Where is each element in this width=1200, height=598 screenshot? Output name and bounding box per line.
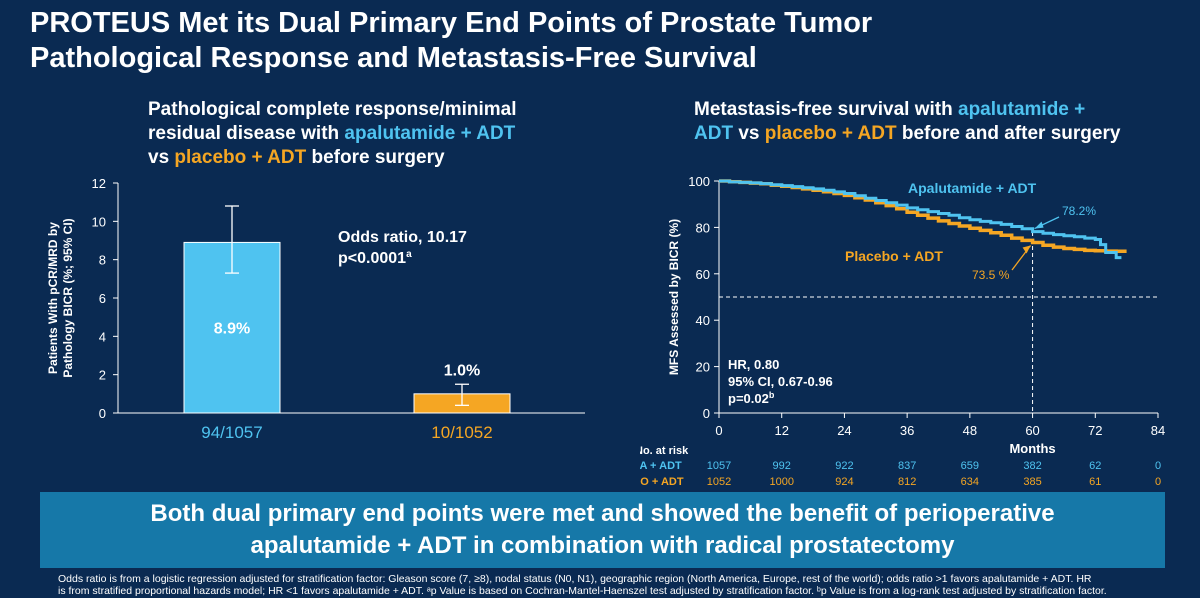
bar-y-tick-label: 12: [92, 176, 106, 191]
at-risk-count: 992: [773, 460, 791, 472]
bar-subtitle-text: before surgery: [306, 147, 445, 168]
odds-ratio-pvalue: p<0.0001a: [338, 249, 412, 267]
bar-subtitle-line1: Pathological complete response/minimal: [148, 99, 517, 120]
km-subtitle-line1: Metastasis-free survival with apalutamid…: [694, 98, 1120, 122]
bar-chart-subtitle: Pathological complete response/minimal r…: [148, 98, 517, 170]
at-risk-count: 659: [961, 460, 979, 472]
km-subtitle-text: Metastasis-free survival with: [694, 99, 958, 120]
footnote-line2: is from stratified proportional hazards …: [58, 585, 1107, 597]
bar-y-tick-label: 0: [99, 406, 106, 421]
km-y-tick-label: 40: [696, 313, 710, 328]
banner-line2: apalutamide + ADT in combination with ra…: [250, 532, 955, 559]
apa-survival-curve: [719, 179, 1122, 260]
bar-category-label: 94/1057: [201, 423, 262, 442]
km-y-tick-label: 60: [696, 267, 710, 282]
at-risk-count: 1052: [707, 476, 731, 488]
footnote: Odds ratio is from a logistic regression…: [58, 573, 1198, 597]
at-risk-count: 812: [898, 476, 916, 488]
at-risk-count: 634: [961, 476, 979, 488]
km-hr-label: HR, 0.80: [728, 357, 779, 372]
at-risk-count: 922: [835, 460, 853, 472]
km-apa-value-arrowhead: [1034, 221, 1044, 229]
at-risk-count: 1000: [769, 476, 793, 488]
km-x-tick-label: 60: [1025, 423, 1039, 438]
km-subtitle-text: vs: [733, 123, 765, 144]
bar-subtitle-pbo: placebo + ADT: [174, 147, 307, 168]
km-x-tick-label: 12: [774, 423, 788, 438]
km-pvalue-label: p=0.02b: [728, 390, 775, 406]
banner-line1: Both dual primary end points were met an…: [150, 500, 1055, 527]
at-risk-row-label: APA + ADT: [640, 460, 682, 472]
at-risk-count: 837: [898, 460, 916, 472]
footnote-line1: Odds ratio is from a logistic regression…: [58, 573, 1092, 585]
at-risk-count: 62: [1089, 460, 1101, 472]
at-risk-title: No. at risk: [640, 445, 689, 457]
slide-title-line2: Pathological Response and Metastasis-Fre…: [30, 42, 757, 74]
odds-ratio-label: Odds ratio, 10.17: [338, 229, 467, 246]
at-risk-count: 924: [835, 476, 853, 488]
km-apa-series-label: Apalutamide + ADT: [908, 180, 1037, 196]
at-risk-count: 0: [1155, 460, 1161, 472]
bar-subtitle-text: vs: [148, 147, 175, 168]
km-x-tick-label: 72: [1088, 423, 1102, 438]
km-subtitle-apa: ADT: [694, 123, 734, 144]
conclusion-banner: Both dual primary end points were met an…: [40, 492, 1165, 568]
km-x-tick-label: 0: [715, 423, 722, 438]
at-risk-count: 61: [1089, 476, 1101, 488]
at-risk-count: 385: [1023, 476, 1041, 488]
at-risk-count: 0: [1155, 476, 1161, 488]
bar-y-axis-label: Patients With pCR/MRD byPathology BICR (…: [46, 218, 75, 377]
km-pbo-value-label: 73.5 %: [972, 268, 1010, 282]
bar-category-label: 10/1052: [431, 423, 492, 442]
km-x-tick-label: 36: [900, 423, 914, 438]
km-y-tick-label: 0: [703, 406, 710, 421]
bar-subtitle-line2: residual disease with apalutamide + ADT: [148, 122, 517, 146]
km-subtitle-line2: ADT vs placebo + ADT before and after su…: [694, 122, 1120, 146]
bar-value-label: 8.9%: [214, 321, 250, 338]
bar-subtitle-apa: apalutamide + ADT: [344, 123, 516, 144]
slide-title-line1: PROTEUS Met its Dual Primary End Points …: [30, 7, 873, 39]
bar-y-tick-label: 10: [92, 214, 106, 229]
km-apa-value-label: 78.2%: [1062, 204, 1096, 218]
bar-y-tick-label: 2: [99, 368, 106, 383]
km-x-tick-label: 48: [963, 423, 977, 438]
km-chart-subtitle: Metastasis-free survival with apalutamid…: [694, 98, 1120, 146]
bar-y-tick-label: 8: [99, 253, 106, 268]
km-ci-label: 95% CI, 0.67-0.96: [728, 374, 833, 389]
km-y-tick-label: 100: [688, 174, 710, 189]
km-subtitle-pbo: placebo + ADT: [764, 123, 897, 144]
at-risk-count: 1057: [707, 460, 731, 472]
bar-value-label: 1.0%: [444, 362, 480, 379]
km-y-axis-label: MFS Assessed by BICR (%): [667, 219, 681, 375]
odds-ratio-pvalue-sup: a: [406, 249, 412, 260]
bar-y-axis-label-line1: Patients With pCR/MRD by: [46, 222, 60, 374]
km-subtitle-text: before and after surgery: [896, 123, 1121, 144]
bar-y-tick-label: 4: [99, 329, 106, 344]
bar-y-tick-label: 6: [99, 291, 106, 306]
km-y-tick-label: 80: [696, 220, 710, 235]
km-pbo-series-label: Placebo + ADT: [845, 248, 943, 264]
at-risk-count: 382: [1023, 460, 1041, 472]
km-y-tick-label: 20: [696, 360, 710, 375]
bar-subtitle-text: residual disease with: [148, 123, 345, 144]
odds-ratio-pvalue-text: p<0.0001: [338, 250, 406, 267]
pcr-bar-chart: 0 2 4 6 8 10 12 Patients With pCR/MRD byPatholo…: [46, 176, 585, 442]
at-risk-row-label: PBO + ADT: [640, 476, 684, 488]
km-x-tick-label: 24: [837, 423, 851, 438]
slide-title: PROTEUS Met its Dual Primary End Points …: [30, 6, 872, 76]
bar-y-axis-label-line2: Pathology BICR (%; 95% CI): [61, 218, 75, 377]
km-pvalue-text: p=0.02: [728, 391, 769, 406]
km-x-axis-label: Months: [1009, 441, 1055, 456]
km-subtitle-apa: apalutamide +: [958, 99, 1086, 120]
km-pvalue-sup: b: [769, 390, 775, 400]
bar-subtitle-line3: vs placebo + ADT before surgery: [148, 146, 517, 170]
km-pbo-value-arrowhead: [1022, 245, 1031, 254]
km-x-tick-label: 84: [1151, 423, 1165, 438]
